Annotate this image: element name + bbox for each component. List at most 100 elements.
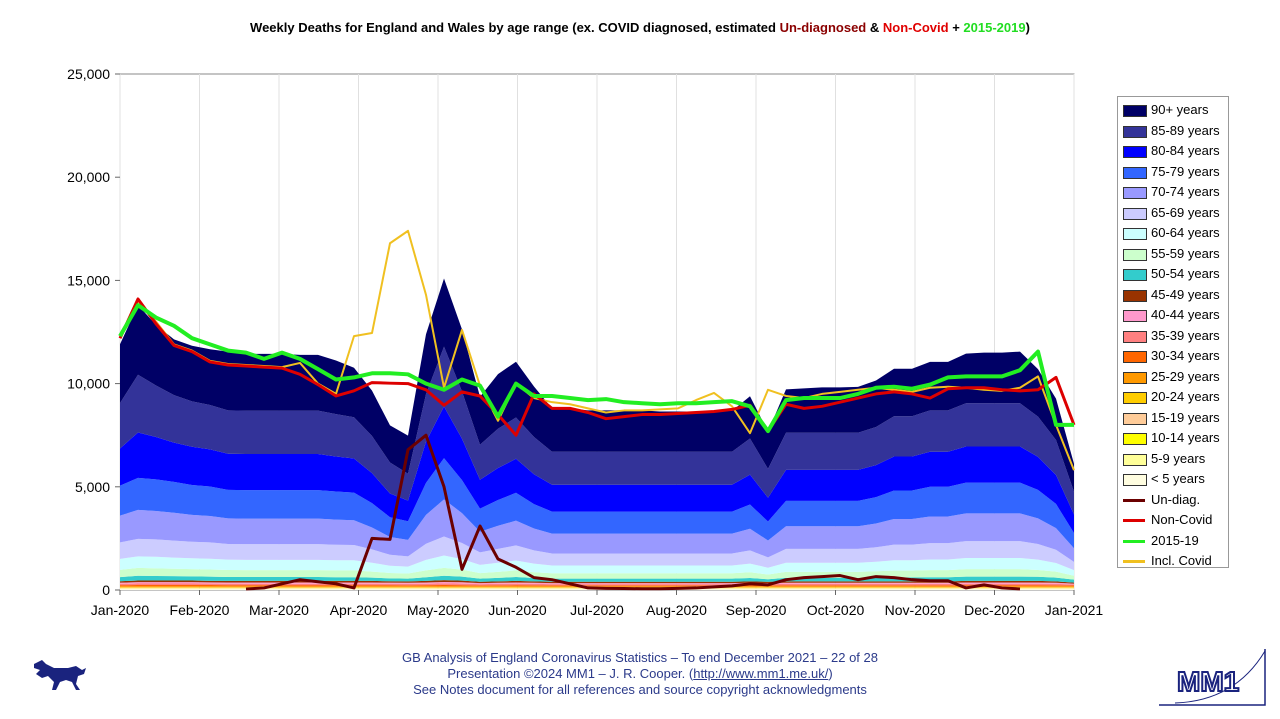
x-tick-label: Mar-2020 <box>249 602 309 618</box>
x-tick-label: Jun-2020 <box>488 602 547 618</box>
legend-label: 60-64 years <box>1151 225 1220 240</box>
title-prefix: Weekly Deaths for England and Wales by a… <box>250 20 780 35</box>
title-noncovid: Non-Covid <box>882 20 949 35</box>
x-tick-label: Feb-2020 <box>170 602 230 618</box>
legend-item: 35-39 years <box>1118 326 1228 347</box>
title-suffix: ) <box>1025 20 1030 35</box>
line-non-covid <box>118 297 1076 437</box>
legend-swatch <box>1123 105 1147 117</box>
legend-label: 35-39 years <box>1151 327 1220 343</box>
band-75-79-years <box>120 458 1074 549</box>
legend-label: 90+ years <box>1151 102 1209 117</box>
legend-label: < 5 years <box>1151 471 1205 486</box>
legend-swatch <box>1123 330 1147 343</box>
x-tick-label: Aug-2020 <box>646 602 707 618</box>
footer-line1: GB Analysis of England Coronavirus Stati… <box>402 650 878 665</box>
legend-swatch <box>1123 207 1147 220</box>
legend-item: 45-49 years <box>1118 285 1228 306</box>
legend-label: 65-69 years <box>1151 204 1220 220</box>
legend-swatch <box>1123 289 1147 302</box>
legend-label: 85-89 years <box>1151 122 1220 138</box>
legend-label: 10-14 years <box>1151 430 1220 445</box>
legend-item: 60-64 years <box>1118 223 1228 244</box>
footer-line2-pre: Presentation ©2024 MM1 – J. R. Cooper. ( <box>447 666 694 681</box>
legend-item: Non-Covid <box>1118 510 1228 531</box>
legend-swatch <box>1123 269 1147 281</box>
legend-item: 50-54 years <box>1118 264 1228 285</box>
chart-title: Weekly Deaths for England and Wales by a… <box>0 20 1280 35</box>
legend-item: 75-79 years <box>1118 162 1228 183</box>
legend-swatch <box>1123 474 1147 486</box>
legend-label: 25-29 years <box>1151 368 1220 384</box>
legend-swatch <box>1123 539 1145 543</box>
legend-label: Un-diag. <box>1151 491 1201 507</box>
legend-label: 20-24 years <box>1151 389 1220 404</box>
footer-line2: Presentation ©2024 MM1 – J. R. Cooper. (… <box>0 666 1280 682</box>
line-un-diag- <box>245 433 1021 591</box>
legend-swatch <box>1123 187 1147 199</box>
legend-swatch <box>1123 310 1147 322</box>
legend-swatch <box>1123 453 1147 466</box>
title-plus: + <box>948 20 964 35</box>
legend-label: Incl. Covid <box>1151 553 1212 568</box>
footer-line3: See Notes document for all references an… <box>413 682 867 697</box>
title-avg: 2015-2019 <box>963 20 1026 35</box>
legend-swatch <box>1123 146 1147 158</box>
y-tick-label: 20,000 <box>67 169 110 185</box>
x-tick-label: May-2020 <box>407 602 469 618</box>
area-chart: 0 5,000 10,000 15,000 20,000 25,000 Jan-2020 Fe… <box>67 66 1104 618</box>
legend-swatch <box>1123 560 1145 563</box>
footer-link[interactable]: http://www.mm1.me.uk/ <box>693 666 829 681</box>
band-65-69-years <box>120 536 1074 571</box>
band-90-years <box>120 278 1074 492</box>
legend-label: 5-9 years <box>1151 450 1206 466</box>
legend-item: 70-74 years <box>1118 182 1228 203</box>
logo-text: MM1 <box>1177 666 1239 697</box>
legend-item: 55-59 years <box>1118 244 1228 265</box>
band-45-49-years <box>120 580 1074 584</box>
legend-item: Un-diag. <box>1118 490 1228 511</box>
legend-label: 50-54 years <box>1151 266 1220 281</box>
y-tick-label: 0 <box>102 582 110 598</box>
y-tick-label: 10,000 <box>67 376 110 392</box>
legend-swatch <box>1123 248 1147 261</box>
legend-label: 55-59 years <box>1151 245 1220 261</box>
footer-line2-post: ) <box>828 666 833 681</box>
x-tick-label: Oct-2020 <box>807 602 865 618</box>
legend-label: 15-19 years <box>1151 409 1220 425</box>
legend-item: 10-14 years <box>1118 428 1228 449</box>
legend-swatch <box>1123 412 1147 425</box>
band-30-34-years <box>120 585 1074 587</box>
x-tick-label: Nov-2020 <box>885 602 946 618</box>
legend-item: 40-44 years <box>1118 305 1228 326</box>
mm1-logo-icon: MM1 <box>1159 649 1266 706</box>
legend-swatch <box>1123 433 1147 445</box>
y-tick-label: 5,000 <box>75 479 110 495</box>
band-40-44-years <box>120 581 1074 585</box>
x-tick-label: Jul-2020 <box>570 602 624 618</box>
band-70-74-years <box>120 499 1074 562</box>
legend-label: 2015-19 <box>1151 532 1199 548</box>
x-tick-label: Dec-2020 <box>964 602 1025 618</box>
legend-item: < 5 years <box>1118 469 1228 490</box>
chart-legend: 90+ years 85-89 years 80-84 years 75-79 yea… <box>1117 96 1229 568</box>
legend-swatch <box>1123 371 1147 384</box>
x-tick-label: Jan-2021 <box>1045 602 1104 618</box>
legend-item: 30-34 years <box>1118 346 1228 367</box>
legend-label: 45-49 years <box>1151 286 1220 302</box>
legend-swatch <box>1123 498 1145 502</box>
legend-item: 20-24 years <box>1118 387 1228 408</box>
legend-item: 25-29 years <box>1118 367 1228 388</box>
legend-item: Incl. Covid <box>1118 551 1228 572</box>
x-tick-label: Sep-2020 <box>726 602 787 618</box>
band-60-64-years <box>120 555 1074 576</box>
legend-label: 75-79 years <box>1151 163 1220 179</box>
legend-swatch <box>1123 392 1147 404</box>
legend-label: Non-Covid <box>1151 512 1213 527</box>
x-tick-label: Jan-2020 <box>91 602 150 618</box>
line-2015-19 <box>118 303 1074 434</box>
legend-item: 90+ years <box>1118 100 1228 121</box>
legend-item: 80-84 years <box>1118 141 1228 162</box>
band-80-84-years <box>120 406 1074 534</box>
legend-swatch <box>1123 351 1147 363</box>
